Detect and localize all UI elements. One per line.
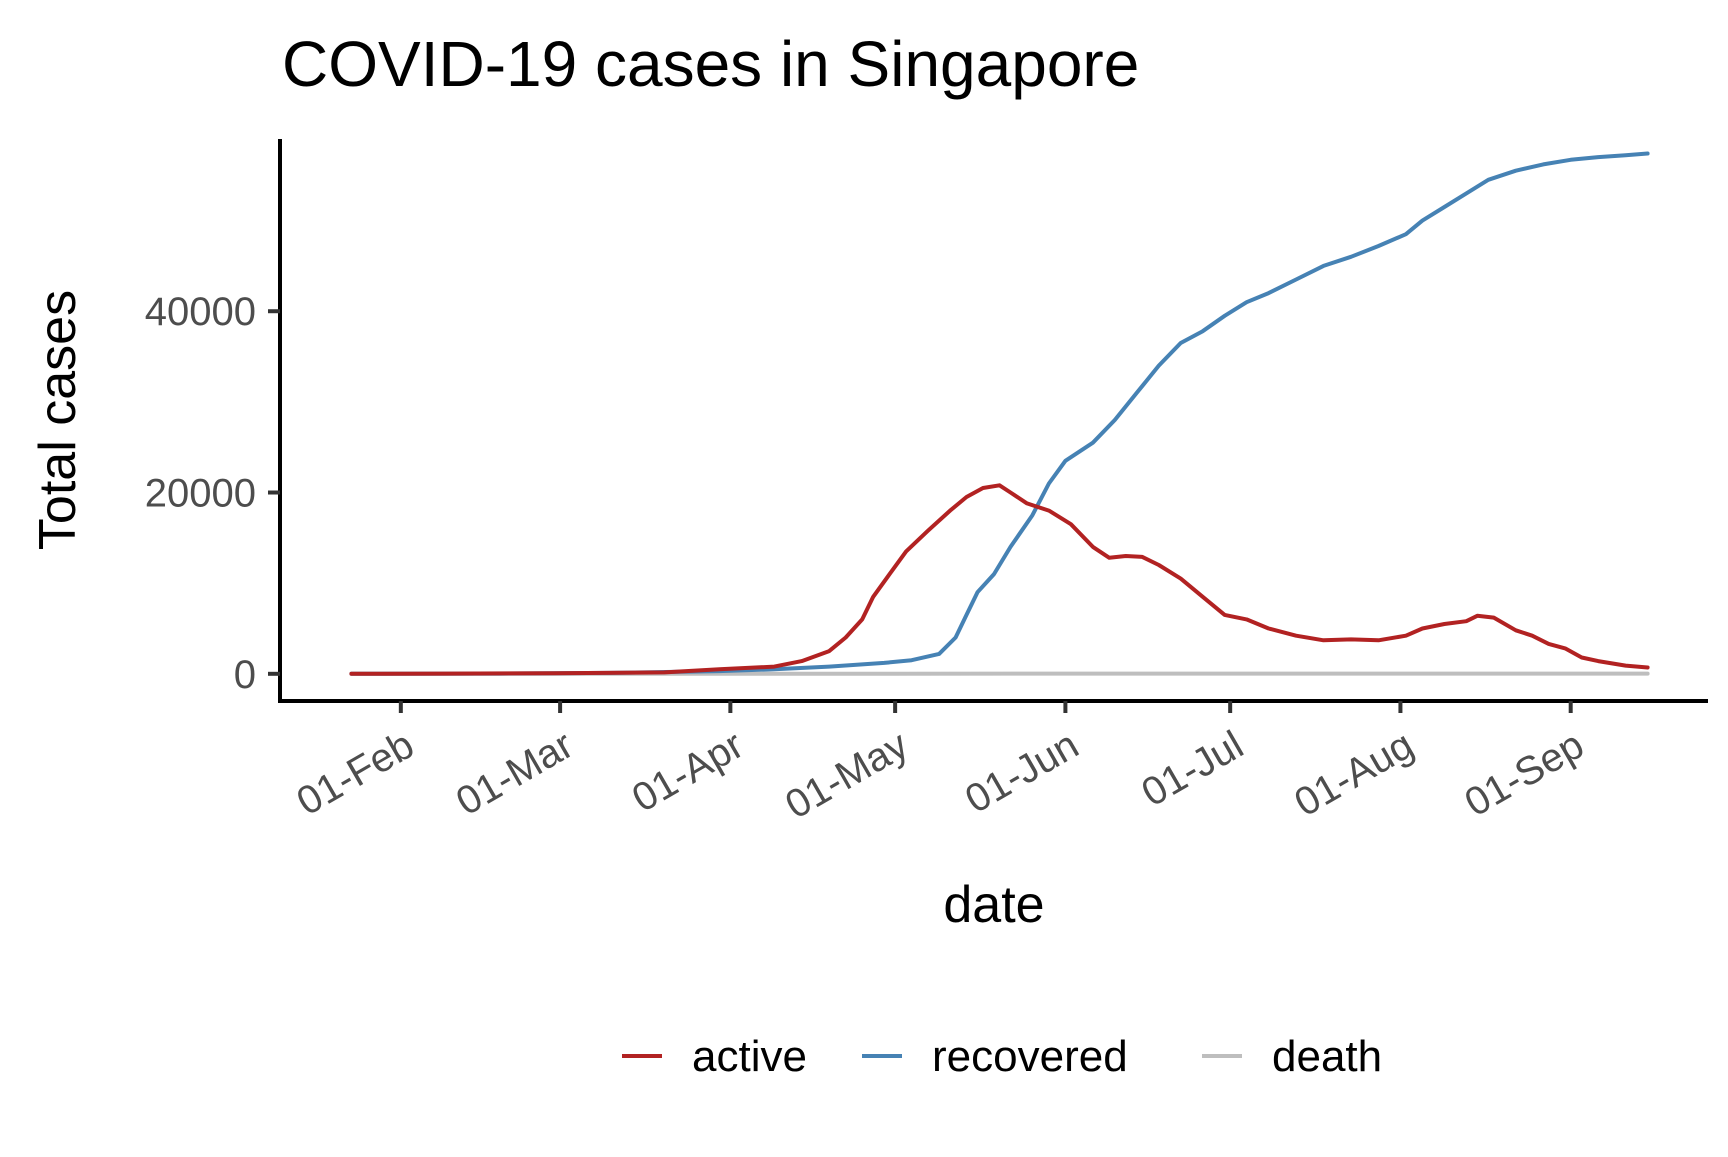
- series-line-recovered: [351, 154, 1647, 674]
- legend-label-recovered: recovered: [932, 1032, 1128, 1081]
- x-tick-label: 01-Jul: [1134, 723, 1250, 816]
- x-axis-title: date: [943, 876, 1044, 934]
- y-axis-title: Total cases: [29, 290, 87, 550]
- legend-label-death: death: [1272, 1032, 1382, 1081]
- x-tick-label: 01-Aug: [1287, 723, 1421, 826]
- x-tick-label: 01-Sep: [1457, 723, 1591, 826]
- legend-label-active: active: [692, 1032, 807, 1081]
- legend: active recovered death: [622, 1032, 1382, 1081]
- x-tick-label: 01-Feb: [290, 723, 422, 824]
- chart-title: COVID-19 cases in Singapore: [282, 28, 1139, 100]
- y-tick-label: 40000: [145, 290, 256, 334]
- x-tick-label: 01-Apr: [625, 723, 751, 821]
- plot-lines: [351, 154, 1647, 674]
- x-tick-label: 01-May: [778, 723, 916, 828]
- y-tick-label: 0: [234, 653, 256, 697]
- y-ticks: 0 20000 40000: [145, 290, 280, 697]
- series-line-active: [351, 485, 1647, 674]
- x-ticks: 01-Feb 01-Mar 01-Apr 01-May 01-Jun 01-Jul 01-A…: [290, 701, 1592, 827]
- y-tick-label: 20000: [145, 472, 256, 516]
- x-tick-label: 01-Jun: [958, 723, 1086, 822]
- x-tick-label: 01-Mar: [449, 723, 581, 824]
